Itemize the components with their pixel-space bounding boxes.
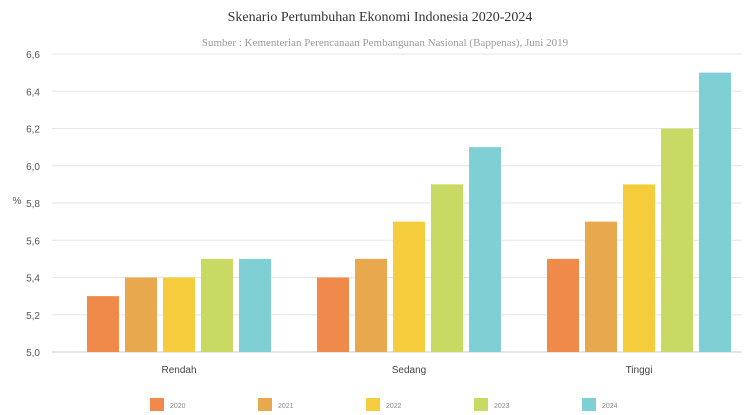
y-axis-label: % [13,196,22,207]
y-tick-label: 6,4 [26,87,40,98]
bar-rendah-2021 [125,277,157,352]
bar-sedang-2020 [317,277,349,352]
y-tick-label: 6,2 [26,125,40,136]
bar-tinggi-2022 [623,184,655,352]
x-axis-categories: Rendah Sedang Tinggi [161,365,652,376]
legend-label-2021: 2021 [278,403,294,410]
bar-sedang-2023 [431,184,463,352]
legend-swatch-2024 [582,398,596,411]
legend-label-2022: 2022 [386,403,402,410]
bar-rendah-2020 [87,296,119,352]
bar-tinggi-2021 [585,221,617,352]
legend-swatch-2022 [366,398,380,411]
bars [87,72,731,352]
y-tick-label: 5,4 [26,274,40,285]
x-category-label: Rendah [161,365,196,376]
chart-title: Skenario Pertumbuhan Ekonomi Indonesia 2… [228,10,533,25]
bar-rendah-2022 [163,277,195,352]
y-tick-label: 5,2 [26,311,40,322]
y-tick-label: 6,6 [26,50,40,61]
y-tick-label: 5,0 [26,348,40,359]
legend-label-2020: 2020 [170,403,186,410]
y-axis-ticks: 5,0 5,2 5,4 5,6 5,8 6,0 6,2 6,4 6,6 [26,50,40,359]
bar-sedang-2022 [393,221,425,352]
bar-tinggi-2023 [661,128,693,352]
bar-rendah-2024 [239,258,271,352]
legend-swatch-2021 [258,398,272,411]
legend-swatch-2023 [474,398,488,411]
legend: 2020 2021 2022 2023 2024 [150,398,618,411]
y-tick-label: 5,8 [26,199,40,210]
x-category-label: Sedang [392,365,426,376]
chart-subtitle: Sumber : Kementerian Perencanaan Pembang… [202,37,569,49]
bar-tinggi-2020 [547,258,579,352]
y-tick-label: 5,6 [26,236,40,247]
bar-tinggi-2024 [699,72,731,352]
legend-swatch-2020 [150,398,164,411]
legend-label-2024: 2024 [602,403,618,410]
bar-rendah-2023 [201,258,233,352]
y-tick-label: 6,0 [26,162,40,173]
x-category-label: Tinggi [626,365,653,376]
bar-sedang-2021 [355,258,387,352]
legend-label-2023: 2023 [494,403,510,410]
bar-sedang-2024 [469,147,501,352]
